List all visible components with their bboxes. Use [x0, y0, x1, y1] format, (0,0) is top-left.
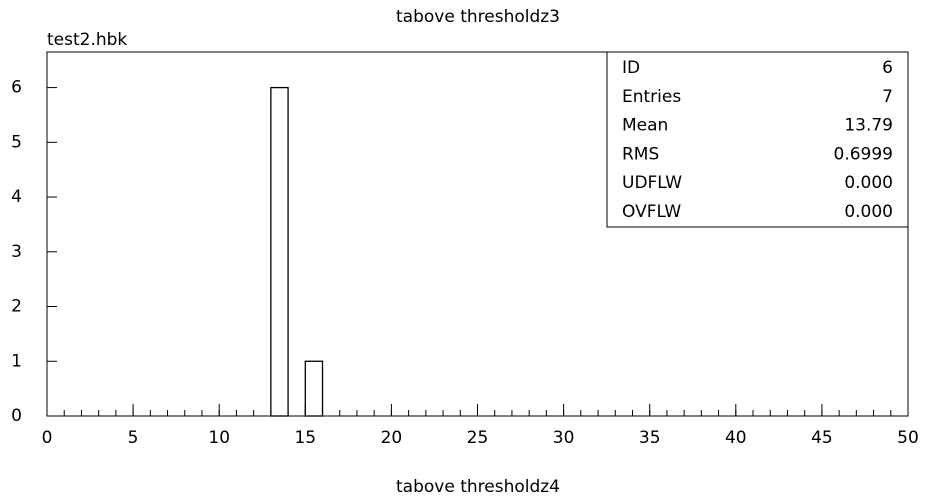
bar: [304, 360, 324, 417]
x-tick-label: 50: [897, 428, 919, 448]
stat-label: UDFLW: [622, 173, 682, 193]
stat-label: OVFLW: [622, 202, 681, 222]
x-tick-label: 40: [725, 428, 747, 448]
x-tick-label: 0: [42, 428, 53, 448]
stat-label: Entries: [622, 87, 681, 107]
x-tick-label: 30: [553, 428, 575, 448]
x-tick-label: 10: [208, 428, 230, 448]
x-tick-label: 5: [128, 428, 139, 448]
stat-value: 6: [882, 58, 893, 78]
bar: [270, 86, 289, 417]
x-tick-label: 25: [467, 428, 489, 448]
y-tick-label: 2: [11, 297, 22, 317]
stat-value: 13.79: [844, 116, 893, 136]
stat-value: 0.000: [844, 173, 893, 193]
stats-box: [606, 51, 909, 228]
x-tick-label: 15: [294, 428, 316, 448]
stat-label: Mean: [622, 116, 668, 136]
y-tick-label: 4: [11, 187, 22, 207]
stat-label: RMS: [622, 144, 659, 164]
file-label: test2.hbk: [47, 30, 127, 50]
y-tick-label: 1: [11, 351, 22, 371]
x-tick-label: 20: [381, 428, 403, 448]
x-tick-label: 45: [811, 428, 833, 448]
stat-value: 0.6999: [834, 144, 893, 164]
stat-value: 0.000: [844, 202, 893, 222]
y-tick-label: 3: [11, 242, 22, 262]
x-tick-label: 35: [639, 428, 661, 448]
stat-label: ID: [622, 58, 640, 78]
y-tick-label: 5: [11, 132, 22, 152]
y-tick-label: 6: [11, 78, 22, 98]
stat-value: 7: [882, 87, 893, 107]
chart-title: tabove thresholdz3: [396, 7, 560, 27]
x-axis-label: tabove thresholdz4: [396, 477, 560, 497]
y-tick-label: 0: [11, 406, 22, 426]
